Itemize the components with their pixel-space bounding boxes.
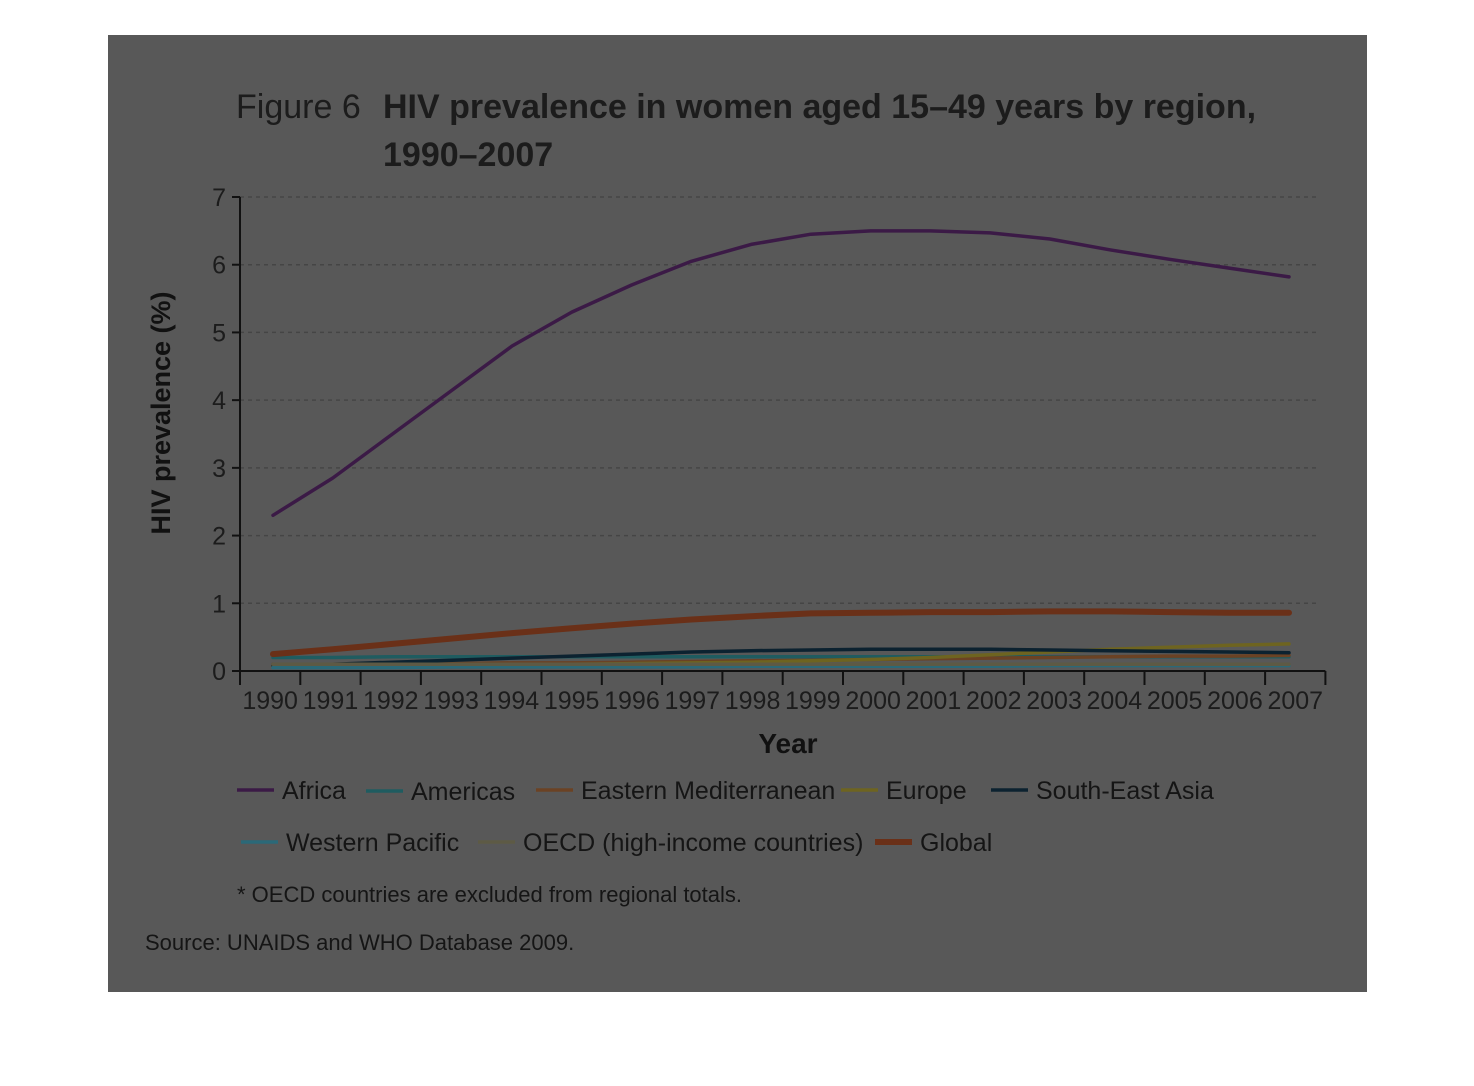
legend-label: Europe bbox=[886, 777, 967, 805]
x-tick-label: 2007 bbox=[1267, 687, 1323, 715]
x-tick-label: 1991 bbox=[303, 687, 359, 715]
y-tick-label: 1 bbox=[212, 590, 226, 618]
legend-item-global: Global bbox=[875, 829, 992, 857]
figure-panel: Figure 6 HIV prevalence in women aged 15… bbox=[108, 35, 1367, 992]
x-tick-label: 2000 bbox=[845, 687, 901, 715]
y-tick-label: 5 bbox=[212, 319, 226, 347]
y-tick-label: 4 bbox=[212, 387, 226, 415]
legend-label: Western Pacific bbox=[286, 829, 459, 857]
series-line-south-east-asia bbox=[271, 647, 1291, 668]
x-tick-label: 2004 bbox=[1087, 687, 1143, 715]
axes bbox=[232, 196, 1327, 685]
x-tick-label: 1997 bbox=[664, 687, 720, 715]
legend-label: Global bbox=[920, 829, 992, 857]
legend-item-europe: Europe bbox=[841, 777, 967, 805]
y-tick-label: 7 bbox=[212, 184, 226, 212]
series-line-africa bbox=[271, 229, 1291, 518]
legend-label: Americas bbox=[411, 778, 515, 806]
legend-label: OECD (high-income countries) bbox=[523, 829, 863, 857]
legend-item-oecd-high-income-countries: OECD (high-income countries) bbox=[478, 829, 863, 857]
x-tick-label: 1992 bbox=[363, 687, 419, 715]
y-tick-labels: 0 1 2 3 4 5 6 7 bbox=[212, 184, 226, 686]
x-axis-label: Year bbox=[758, 728, 817, 759]
y-tick-label: 0 bbox=[212, 658, 226, 686]
source-note: Source: UNAIDS and WHO Database 2009. bbox=[145, 930, 574, 955]
x-tick-label: 2005 bbox=[1147, 687, 1203, 715]
x-tick-label: 1996 bbox=[604, 687, 660, 715]
x-tick-label: 2001 bbox=[906, 687, 962, 715]
gridlines bbox=[240, 196, 1318, 605]
x-tick-label: 1999 bbox=[785, 687, 841, 715]
x-tick-labels: 1990 1991 1992 1993 1994 1995 1996 1997 1998 1999… bbox=[242, 687, 1323, 715]
footnote: * OECD countries are excluded from regio… bbox=[237, 882, 742, 907]
x-tick-label: 1998 bbox=[725, 687, 781, 715]
legend-label: Eastern Mediterranean bbox=[581, 777, 835, 805]
x-tick-label: 1995 bbox=[544, 687, 600, 715]
legend-item-africa: Africa bbox=[237, 777, 346, 805]
x-tick-label: 2006 bbox=[1207, 687, 1263, 715]
y-axis-label: HIV prevalence (%) bbox=[146, 291, 176, 534]
legend-label: South-East Asia bbox=[1036, 777, 1214, 805]
figure-number: Figure 6 bbox=[236, 88, 361, 126]
legend-item-americas: Americas bbox=[366, 778, 515, 806]
figure-title: Figure 6 HIV prevalence in women aged 15… bbox=[236, 88, 1256, 174]
title-line-1: HIV prevalence in women aged 15–49 years… bbox=[383, 88, 1256, 126]
series-lines bbox=[270, 229, 1292, 670]
y-tick-label: 2 bbox=[212, 523, 226, 551]
title-line-2: 1990–2007 bbox=[383, 136, 553, 174]
x-tick-label: 1990 bbox=[242, 687, 298, 715]
x-tick-label: 1993 bbox=[423, 687, 479, 715]
series-line-global bbox=[270, 608, 1292, 658]
legend-item-south-east-asia: South-East Asia bbox=[991, 777, 1214, 805]
x-tick-label: 2003 bbox=[1026, 687, 1082, 715]
y-tick-label: 6 bbox=[212, 252, 226, 280]
legend-item-western-pacific: Western Pacific bbox=[241, 829, 459, 857]
line-chart: Figure 6 HIV prevalence in women aged 15… bbox=[145, 88, 1327, 955]
x-tick-label: 2002 bbox=[966, 687, 1022, 715]
legend-item-eastern-mediterranean: Eastern Mediterranean bbox=[536, 777, 835, 805]
legend-label: Africa bbox=[282, 777, 346, 805]
y-tick-label: 3 bbox=[212, 455, 226, 483]
legend: Africa Americas Eastern Mediterranean Europ… bbox=[237, 777, 1214, 857]
x-tick-label: 1994 bbox=[484, 687, 540, 715]
